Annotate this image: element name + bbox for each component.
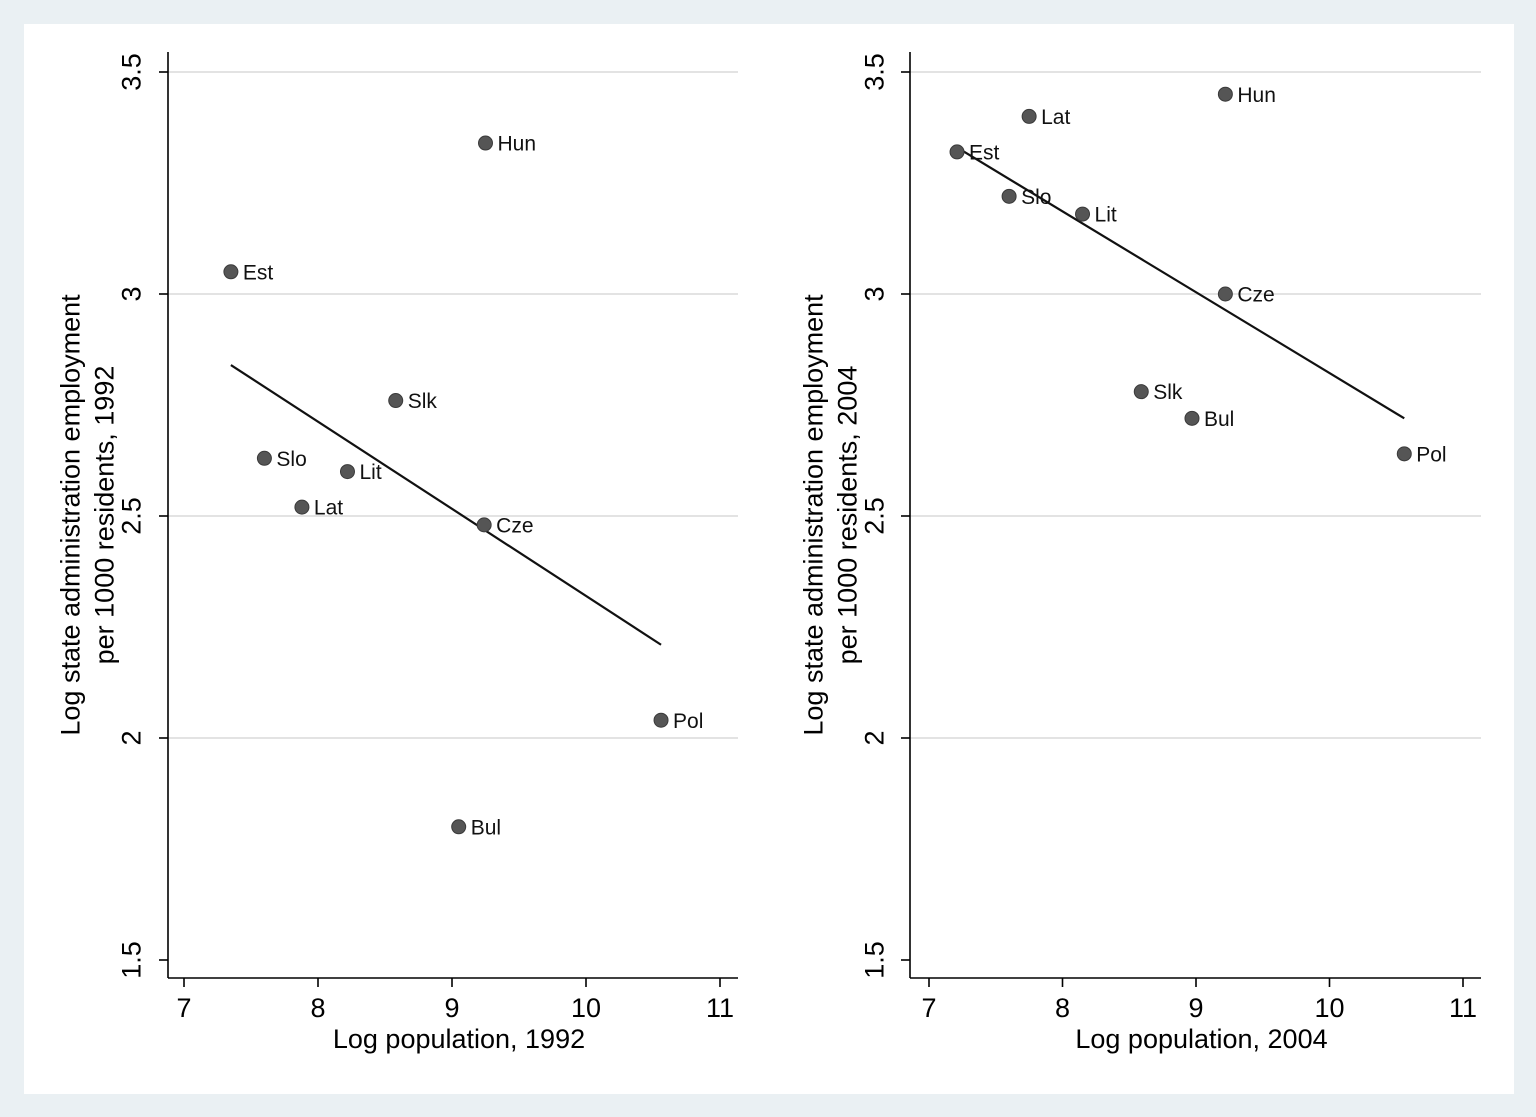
y-tick-label: 3.5 bbox=[859, 53, 889, 91]
x-tick-label: 7 bbox=[176, 993, 191, 1023]
data-point-hun bbox=[478, 135, 493, 151]
y-tick-label: 3 bbox=[859, 286, 889, 301]
x-tick-label: 7 bbox=[921, 993, 936, 1023]
data-point-lat bbox=[294, 499, 310, 515]
y-tick-label: 1.5 bbox=[116, 941, 146, 979]
point-label-slk: Slk bbox=[408, 390, 438, 413]
point-label-bul: Bul bbox=[1204, 408, 1234, 431]
point-label-cze: Cze bbox=[1237, 284, 1274, 307]
x-axis-title: Log population, 1992 bbox=[333, 1024, 585, 1054]
data-point-slk bbox=[388, 393, 404, 409]
point-label-slo: Slo bbox=[276, 448, 306, 471]
x-tick-label: 9 bbox=[444, 993, 459, 1023]
x-tick-label: 10 bbox=[1314, 993, 1344, 1023]
data-point-pol bbox=[653, 712, 669, 728]
data-point-pol bbox=[1396, 446, 1412, 462]
point-label-est: Est bbox=[969, 141, 1000, 164]
y-tick-label: 2 bbox=[116, 730, 146, 745]
y-tick-label: 2 bbox=[859, 730, 889, 745]
y-tick-label: 2.5 bbox=[116, 497, 146, 535]
point-label-lat: Lat bbox=[314, 497, 343, 520]
point-label-lit: Lit bbox=[1095, 204, 1117, 227]
point-label-est: Est bbox=[243, 261, 274, 284]
data-point-est bbox=[223, 264, 239, 280]
point-label-pol: Pol bbox=[1416, 443, 1446, 466]
x-axis-title: Log population, 2004 bbox=[1075, 1024, 1327, 1054]
x-tick-label: 11 bbox=[1449, 993, 1477, 1023]
data-point-bul bbox=[451, 819, 467, 835]
chart-figure: 1.5 2 2.5 3 3.5 7 8 9 10 11 Log population, 1992 Lo… bbox=[55, 52, 1481, 1054]
data-point-bul bbox=[1184, 410, 1200, 426]
panel-2: 1.5 2 2.5 3 3.5 7 8 9 10 11 Log population, 2004 Lo… bbox=[798, 52, 1481, 1054]
x-tick-label: 9 bbox=[1188, 993, 1203, 1023]
panel-1: 1.5 2 2.5 3 3.5 7 8 9 10 11 Log population, 1992 Lo… bbox=[55, 52, 738, 1054]
y-tick-label: 3 bbox=[116, 286, 146, 301]
data-point-lit bbox=[339, 464, 355, 480]
point-label-hun: Hun bbox=[1237, 84, 1276, 107]
data-point-cze bbox=[476, 517, 492, 533]
x-tick-label: 10 bbox=[571, 993, 601, 1023]
figure: 1.5 2 2.5 3 3.5 7 8 9 10 11 Log population, 1992 Lo… bbox=[24, 24, 1514, 1094]
y-tick-label: 2.5 bbox=[859, 497, 889, 535]
point-label-pol: Pol bbox=[673, 710, 703, 733]
point-label-slo: Slo bbox=[1021, 186, 1051, 209]
x-tick-label: 8 bbox=[310, 993, 325, 1023]
y-axis-title-line: Log state administration employment bbox=[798, 294, 828, 736]
fit-line bbox=[956, 146, 1405, 420]
y-tick-label: 1.5 bbox=[859, 941, 889, 979]
point-label-lit: Lit bbox=[359, 461, 381, 484]
data-point-hun bbox=[1217, 86, 1233, 102]
data-point-est bbox=[949, 144, 965, 160]
point-label-slk: Slk bbox=[1153, 381, 1183, 404]
data-point-lit bbox=[1075, 206, 1091, 222]
y-axis-title-line: per 1000 residents, 1992 bbox=[89, 366, 119, 665]
x-tick-label: 11 bbox=[706, 993, 734, 1023]
data-point-cze bbox=[1217, 286, 1233, 302]
data-point-slk bbox=[1133, 384, 1149, 400]
y-tick-label: 3.5 bbox=[116, 53, 146, 91]
data-point-slo bbox=[256, 450, 272, 466]
point-label-hun: Hun bbox=[498, 133, 537, 156]
point-label-lat: Lat bbox=[1041, 106, 1070, 129]
point-label-bul: Bul bbox=[471, 816, 501, 839]
x-tick-label: 8 bbox=[1055, 993, 1070, 1023]
data-point-slo bbox=[1001, 188, 1017, 204]
fit-line bbox=[230, 364, 662, 646]
data-point-lat bbox=[1021, 108, 1037, 124]
point-label-cze: Cze bbox=[496, 514, 533, 537]
y-axis-title-line: Log state administration employment bbox=[55, 294, 85, 736]
y-axis-title-line: per 1000 residents, 2004 bbox=[832, 366, 862, 665]
